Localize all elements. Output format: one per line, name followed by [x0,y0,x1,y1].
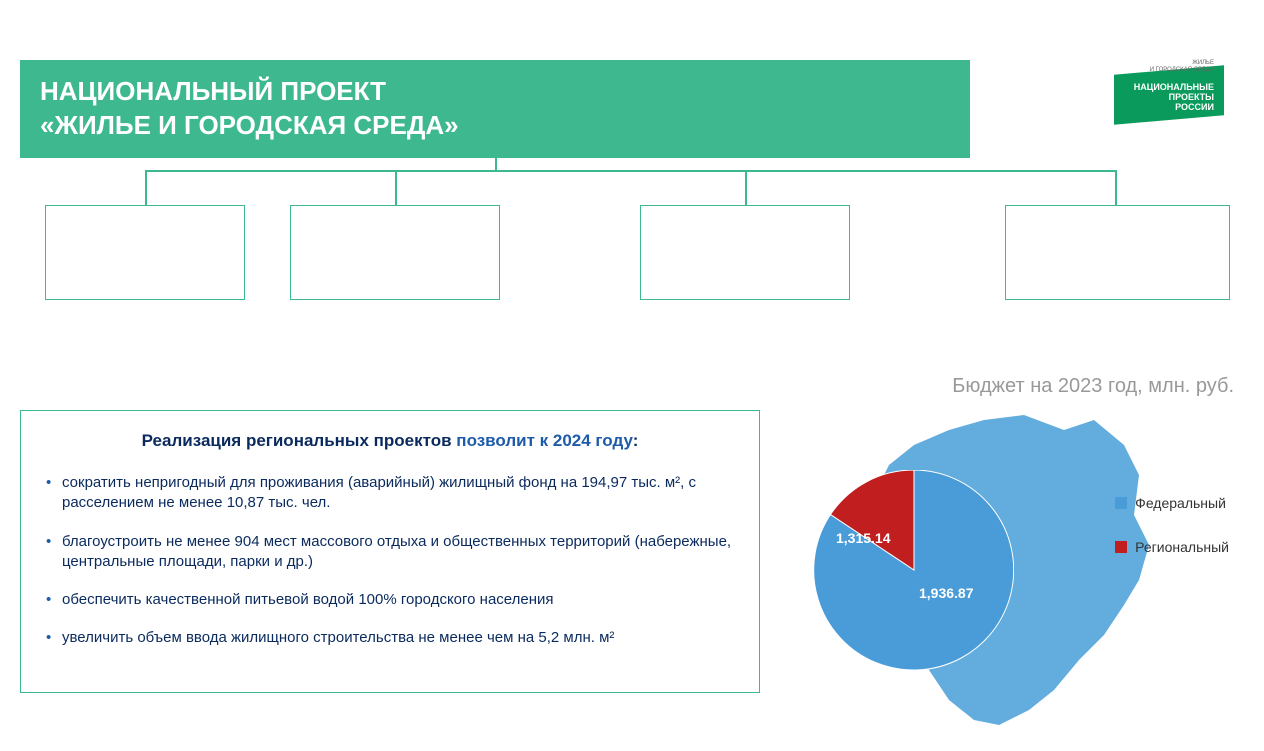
header-title: НАЦИОНАЛЬНЫЙ ПРОЕКТ «ЖИЛЬЕ И ГОРОДСКАЯ С… [40,75,950,143]
org-box-2 [290,205,500,300]
goal-item-4: увеличить объем ввода жилищного строител… [46,628,734,648]
org-box-1 [45,205,245,300]
budget-chart-container: 1,315.14 1,936.87 Федеральный Региональн… [784,415,1204,735]
pie-label-federal: 1,936.87 [919,585,974,601]
pie-legend: Федеральный Региональный [1115,495,1229,583]
goals-title-main: Реализация региональных проектов [142,431,457,450]
goals-title-highlight: позволит к 2024 году [456,431,632,450]
title-line-1: НАЦИОНАЛЬНЫЙ ПРОЕКТ [40,76,386,106]
budget-title: Бюджет на 2023 год, млн. руб. [952,375,1234,398]
org-box-4 [1005,205,1230,300]
goal-item-1: сократить непригодный для проживания (ав… [46,473,734,514]
legend-swatch-regional [1115,541,1127,553]
logo-main-text: НАЦИОНАЛЬНЫЕПРОЕКТЫРОССИИ [1134,83,1214,113]
goals-box: Реализация региональных проектов позволи… [20,410,760,693]
legend-label-federal: Федеральный [1135,495,1226,511]
goal-item-3: обеспечить качественной питьевой водой 1… [46,590,734,610]
goal-item-2: благоустроить не менее 904 мест массовог… [46,532,734,573]
legend-item-federal: Федеральный [1115,495,1229,511]
goals-title-colon: : [633,431,639,450]
org-connector-3 [745,170,747,205]
logo-small-text: ЖИЛЬЕИ ГОРОДСКАЯ СРЕДА [1150,60,1214,74]
legend-swatch-federal [1115,497,1127,509]
legend-item-regional: Региональный [1115,539,1229,555]
org-connector-horizontal [145,170,1117,205]
pie-label-regional: 1,315.14 [836,530,891,546]
pie-chart: 1,315.14 1,936.87 [814,470,1014,670]
org-connector-2 [395,170,397,205]
org-box-3 [640,205,850,300]
title-line-2: «ЖИЛЬЕ И ГОРОДСКАЯ СРЕДА» [40,110,459,140]
goals-title: Реализация региональных проектов позволи… [46,431,734,451]
logo: ЖИЛЬЕИ ГОРОДСКАЯ СРЕДА НАЦИОНАЛЬНЫЕПРОЕК… [1079,55,1224,125]
header-banner: НАЦИОНАЛЬНЫЙ ПРОЕКТ «ЖИЛЬЕ И ГОРОДСКАЯ С… [20,60,970,158]
legend-label-regional: Региональный [1135,539,1229,555]
org-connector-main [495,145,497,170]
